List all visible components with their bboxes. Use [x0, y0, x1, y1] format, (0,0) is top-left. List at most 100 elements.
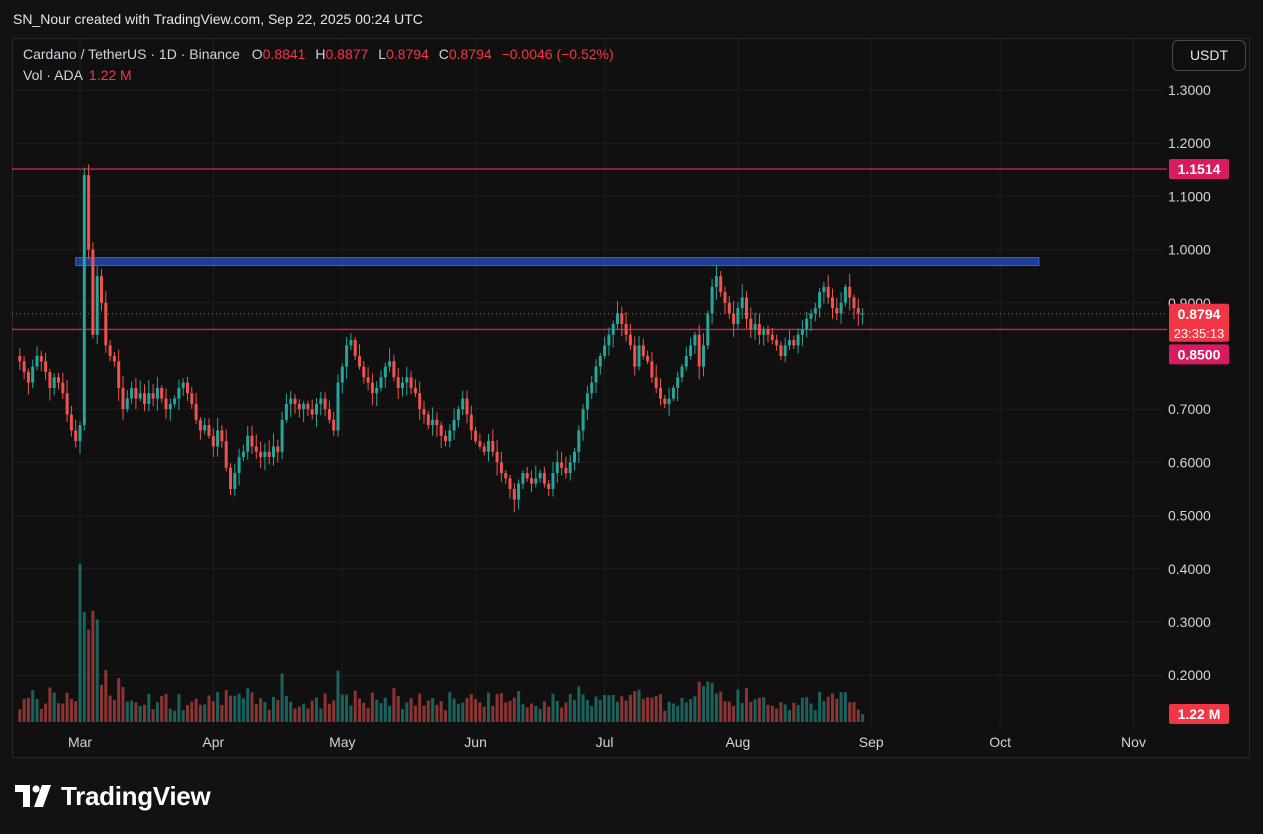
- candle-body: [164, 398, 168, 410]
- volume-bar: [762, 697, 766, 722]
- volume-bar: [405, 702, 409, 722]
- volume-bar: [57, 703, 60, 722]
- candle-body: [637, 345, 641, 367]
- candle-body: [418, 393, 422, 410]
- volume-bar: [753, 699, 757, 722]
- volume-bar: [138, 705, 142, 722]
- volume-bar: [800, 697, 804, 722]
- volume-bar: [147, 693, 151, 722]
- candle-body: [702, 345, 705, 367]
- volume-bar: [203, 704, 207, 722]
- candle-body: [362, 366, 366, 378]
- volume-bar: [680, 698, 684, 722]
- volume-bar: [659, 694, 662, 722]
- resistance-zone[interactable]: [75, 257, 1040, 267]
- volume-badge-bg: [1169, 704, 1229, 724]
- candle-body: [749, 318, 753, 330]
- chart-panel[interactable]: [12, 38, 1250, 758]
- candle-body: [259, 451, 263, 458]
- candle-body: [757, 324, 761, 335]
- volume-bar: [448, 692, 452, 722]
- candle-body: [517, 483, 521, 500]
- candle-body: [121, 387, 125, 410]
- candle-body: [843, 286, 847, 303]
- volume-bar: [207, 695, 211, 722]
- volume-bar: [306, 708, 310, 722]
- candle-body: [388, 361, 392, 367]
- volume-bar: [26, 697, 30, 722]
- volume-bar: [796, 704, 800, 722]
- candle-body: [555, 462, 559, 474]
- volume-bar: [280, 673, 284, 722]
- candle-body: [87, 175, 91, 250]
- candle-body: [91, 249, 95, 335]
- volume-bar: [315, 697, 318, 722]
- candles: [18, 164, 865, 513]
- candle-body: [628, 334, 632, 346]
- candle-body: [353, 340, 357, 356]
- candle-body: [534, 478, 538, 484]
- price-tick-label: 0.6000: [1168, 454, 1211, 470]
- candle-body: [198, 419, 202, 431]
- candle-body: [839, 302, 843, 314]
- volume-bar: [542, 701, 546, 722]
- time-axis[interactable]: Mar Apr May Jun Jul Aug Sep Oct Nov: [68, 734, 1146, 750]
- volume-bar: [452, 698, 456, 722]
- candle-body: [220, 430, 224, 442]
- volume-bar: [491, 705, 495, 722]
- candle-body: [805, 318, 809, 330]
- volume-bar: [91, 610, 95, 722]
- month-tick-label: Mar: [68, 734, 92, 750]
- candle-body: [590, 382, 594, 394]
- month-tick-label: Aug: [725, 734, 750, 750]
- candle-body: [280, 419, 284, 452]
- volume-bar: [69, 698, 73, 722]
- volume-bar: [134, 702, 138, 722]
- candle-body: [710, 286, 714, 314]
- candle-body: [654, 377, 658, 388]
- volume-bar: [646, 697, 650, 722]
- volume-label[interactable]: Vol · ADA: [23, 67, 83, 83]
- volume-bar: [229, 695, 232, 722]
- candle-body: [852, 297, 856, 309]
- volume-bar: [52, 692, 56, 722]
- candle-body: [783, 345, 787, 356]
- volume-bar: [456, 703, 460, 722]
- volume-bar: [18, 709, 22, 722]
- close-label: C: [438, 46, 449, 62]
- candle-body: [564, 467, 568, 474]
- candle-body: [607, 334, 611, 346]
- volume-bar: [345, 694, 349, 722]
- volume-bar: [538, 708, 542, 722]
- ohlc-legend: Cardano / TetherUS · 1D · Binance O0.884…: [23, 46, 614, 62]
- candle-body: [293, 398, 297, 404]
- grid: [12, 38, 1162, 726]
- price-chart[interactable]: 1.30001.20001.10001.00000.90000.70000.60…: [12, 38, 1250, 758]
- candle-body: [620, 313, 624, 325]
- price-axis[interactable]: 1.30001.20001.10001.00000.90000.70000.60…: [1168, 82, 1211, 683]
- volume-bar: [220, 704, 224, 722]
- candle-body: [108, 345, 112, 356]
- tradingview-logo[interactable]: TradingView: [15, 780, 211, 812]
- symbol-label[interactable]: Cardano / TetherUS · 1D · Binance: [23, 46, 240, 62]
- candle-body: [315, 403, 318, 415]
- currency-button[interactable]: USDT: [1172, 40, 1246, 71]
- candle-body: [95, 276, 99, 335]
- volume-bar: [87, 629, 91, 722]
- candle-body: [491, 441, 495, 452]
- candle-body: [770, 334, 774, 341]
- volume-bar: [168, 708, 172, 722]
- candle-body: [736, 308, 740, 325]
- candle-body: [616, 313, 619, 325]
- volume-bar: [650, 697, 654, 722]
- candle-body: [732, 313, 736, 325]
- level-lines[interactable]: [12, 168, 1167, 331]
- volume-bar: [237, 693, 241, 722]
- volume-bar: [431, 698, 435, 722]
- price-tick-label: 0.2000: [1168, 667, 1211, 683]
- volume-bar: [366, 707, 370, 722]
- resistance-zone-rect[interactable]: [75, 257, 1040, 267]
- candle-body: [39, 356, 43, 362]
- volume-bar: [409, 698, 413, 722]
- candle-body: [813, 308, 817, 314]
